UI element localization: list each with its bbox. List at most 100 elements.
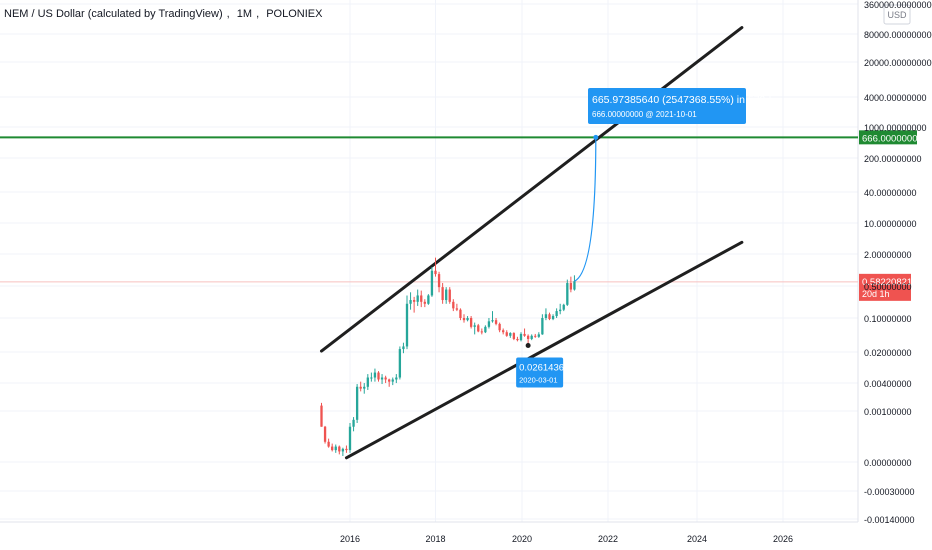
candle-body: [352, 419, 355, 427]
candles: [320, 257, 576, 457]
title-sep-1: ,: [226, 8, 230, 20]
candle-body: [402, 346, 405, 350]
candle-body: [505, 332, 508, 336]
candle-body: [388, 379, 391, 382]
current-price-badge-value: 0.58220821: [862, 277, 912, 288]
x-tick-label: 2016: [340, 534, 360, 544]
candle-body: [331, 446, 334, 451]
candle-body: [573, 281, 576, 290]
candle-body: [412, 300, 416, 302]
upper-channel-trendline[interactable]: [320, 26, 744, 353]
x-tick-label: 2020: [512, 534, 532, 544]
candle-body: [455, 308, 459, 310]
candle-body: [498, 323, 501, 331]
lower-channel-trendline[interactable]: [344, 240, 744, 460]
candle-body: [484, 326, 487, 333]
drawing-lines[interactable]: [0, 26, 858, 460]
currency-badge[interactable]: [883, 4, 911, 25]
candle-body: [341, 448, 345, 452]
candle-body: [516, 338, 519, 341]
chart-title: NEM / US Dollar (calculated by TradingVi…: [4, 8, 322, 20]
exchange-label: POLONIEX: [266, 8, 323, 20]
y-tick-label: 0.00100000: [864, 407, 912, 417]
low-marker-point: [525, 343, 531, 349]
projection-label-box: [588, 87, 746, 124]
y-tick-label: 0.10000000: [864, 314, 912, 324]
y-tick-label: -0.00030000: [864, 487, 915, 497]
candle-body: [569, 283, 573, 290]
current-price-badge: [859, 273, 911, 301]
x-tick-label: 2024: [687, 534, 707, 544]
candle-body: [502, 330, 505, 333]
low-marker-label-main: 0.02614360: [519, 363, 569, 374]
candle-body: [448, 289, 451, 302]
candle-body: [427, 295, 430, 304]
y-tick-label: 0.00000000: [864, 458, 912, 468]
chart-grid: [0, 0, 858, 522]
candle-body: [562, 304, 565, 310]
candle-body: [320, 405, 323, 427]
candle-body: [480, 331, 483, 333]
candle-body: [327, 441, 330, 447]
candle-body: [566, 283, 569, 305]
y-tick-label: 80000.00000000: [864, 30, 932, 40]
y-tick-label: 0.02000000: [864, 348, 912, 358]
candle-body: [548, 314, 551, 320]
candle-body: [363, 386, 366, 389]
candle-body: [512, 333, 516, 339]
candle-body: [366, 377, 369, 387]
current-price-badge-countdown: 20d 1h: [862, 289, 890, 299]
candle-body: [551, 316, 555, 320]
x-tick-label: 2026: [773, 534, 793, 544]
candle-body: [323, 426, 327, 442]
projection-curve: [574, 137, 597, 282]
y-tick-label: 0.00400000: [864, 379, 912, 389]
y-tick-label: 1000.00000000: [864, 123, 927, 133]
candle-body: [469, 318, 473, 327]
candle-body: [423, 301, 426, 304]
candle-body: [395, 377, 398, 380]
annotations: 665.97385640 (2547368.55%) in 579d 666.00…: [516, 87, 771, 388]
candle-body: [559, 309, 562, 312]
y-axis-ticks: 360000.00000000 80000.00000000 20000.00000…: [864, 0, 932, 525]
candle-body: [377, 372, 380, 380]
projection-label-sub: 666.00000000 @ 2021-10-01: [592, 110, 697, 119]
candle-body: [348, 426, 352, 451]
candle-body: [519, 333, 523, 341]
y-tick-label: 20000.00000000: [864, 58, 932, 68]
y-tick-label: 2.00000000: [864, 250, 912, 260]
candle-body: [370, 377, 373, 379]
y-tick-label: -0.00140000: [864, 515, 915, 525]
candle-body: [345, 448, 348, 451]
target-price-badge-label: 666.00000000: [862, 133, 923, 144]
target-price-badge: [859, 130, 917, 145]
candle-body: [473, 325, 476, 327]
symbol-name: NEM / US Dollar (calculated by TradingVi…: [4, 8, 223, 20]
candle-body: [420, 295, 423, 302]
projection-label-main: 665.97385640 (2547368.55%) in 579d: [592, 94, 771, 106]
interval-label: 1M: [236, 8, 253, 20]
low-marker-label-sub: 2020-03-01: [519, 376, 557, 385]
candle-body: [416, 295, 419, 302]
candle-body: [530, 335, 533, 339]
x-tick-label: 2022: [598, 534, 618, 544]
candle-body: [491, 320, 494, 322]
candle-body: [334, 446, 337, 451]
candle-body: [338, 446, 341, 452]
candle-body: [544, 314, 548, 318]
x-tick-label: 2018: [425, 534, 445, 544]
candle-body: [430, 270, 434, 296]
y-tick-label: 40.00000000: [864, 188, 917, 198]
candle-body: [437, 274, 441, 288]
projection-end-point: [593, 134, 599, 140]
candle-body: [380, 377, 384, 380]
candle-body: [398, 349, 402, 378]
candle-body: [459, 309, 462, 318]
candle-body: [405, 303, 409, 347]
candle-body: [355, 386, 359, 420]
candle-body: [494, 320, 498, 324]
candle-body: [359, 386, 362, 389]
candle-body: [534, 335, 537, 337]
